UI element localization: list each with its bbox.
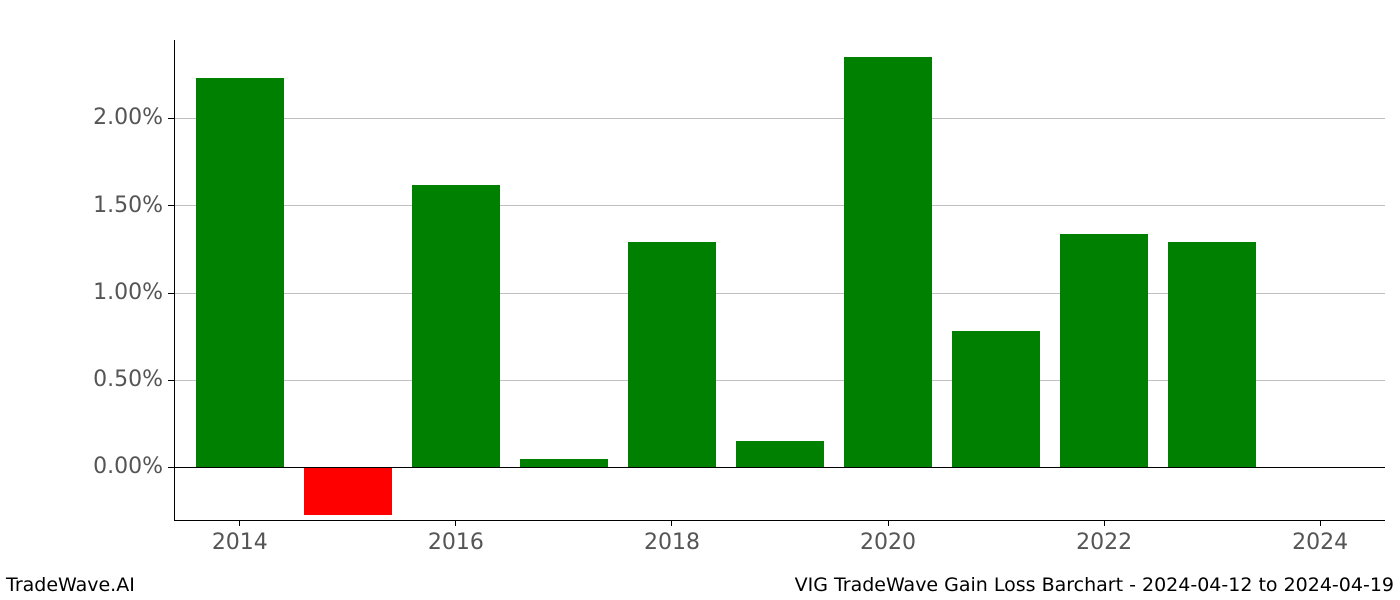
- x-tick-mark: [455, 520, 456, 526]
- y-tick-mark: [168, 293, 174, 294]
- bar: [1168, 242, 1257, 467]
- y-tick-mark: [168, 205, 174, 206]
- bar: [736, 441, 825, 467]
- grid-line: [175, 205, 1385, 206]
- y-tick-mark: [168, 380, 174, 381]
- zero-baseline: [175, 467, 1385, 468]
- bar: [304, 468, 393, 515]
- chart-container: 2014 2016 2018 2020 2022 2024 0.00% 0.50% 1.00% 1…: [0, 0, 1400, 600]
- plot-area: 2014201620182020202220240.00%0.50%1.00%1…: [175, 40, 1385, 520]
- y-tick-label: 0.00%: [93, 454, 163, 479]
- y-axis-spine: [174, 40, 175, 520]
- bar: [196, 78, 285, 467]
- x-tick-mark: [1104, 520, 1105, 526]
- x-tick-mark: [239, 520, 240, 526]
- y-tick-mark: [168, 467, 174, 468]
- x-tick-label: 2024: [1290, 530, 1350, 555]
- y-tick-label: 1.00%: [93, 280, 163, 305]
- x-tick-mark: [671, 520, 672, 526]
- x-tick-label: 2014: [210, 530, 270, 555]
- y-tick-label: 2.00%: [93, 105, 163, 130]
- y-tick-label: 1.50%: [93, 193, 163, 218]
- grid-line: [175, 118, 1385, 119]
- bar: [1060, 234, 1149, 468]
- x-axis-spine: [174, 520, 1385, 521]
- footer-right-label: VIG TradeWave Gain Loss Barchart - 2024-…: [795, 574, 1394, 596]
- bar: [844, 57, 933, 467]
- x-tick-label: 2018: [642, 530, 702, 555]
- x-tick-label: 2016: [426, 530, 486, 555]
- x-tick-label: 2020: [858, 530, 918, 555]
- x-tick-label: 2022: [1074, 530, 1134, 555]
- x-tick-mark: [1320, 520, 1321, 526]
- x-tick-mark: [888, 520, 889, 526]
- y-tick-mark: [168, 118, 174, 119]
- bar: [628, 242, 717, 467]
- bar: [952, 331, 1041, 467]
- footer-left-label: TradeWave.AI: [6, 574, 135, 596]
- y-tick-label: 0.50%: [93, 367, 163, 392]
- bar: [412, 185, 501, 468]
